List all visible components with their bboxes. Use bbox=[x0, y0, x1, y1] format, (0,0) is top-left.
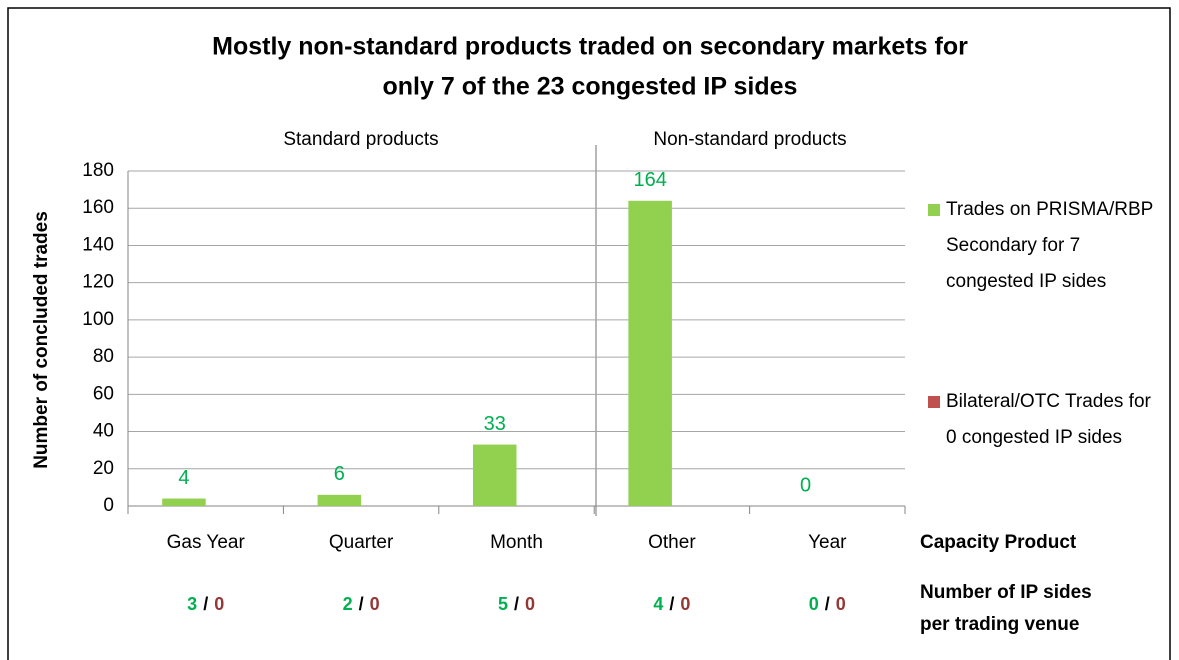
ip-sides-label: per trading venue bbox=[920, 614, 1079, 635]
ip-sides-separator: / bbox=[359, 594, 364, 614]
legend-label: Trades on PRISMA/RBP Secondary for 7 con… bbox=[946, 199, 1153, 292]
ip-sides-separator: / bbox=[669, 594, 674, 614]
ip-sides-count: 0 bbox=[680, 594, 690, 614]
ip-sides-count: 0 bbox=[370, 594, 380, 614]
x-tick-label: Year bbox=[808, 532, 847, 553]
x-tick-label: Gas Year bbox=[167, 532, 246, 553]
value-label: 164 bbox=[633, 169, 666, 191]
frame bbox=[7, 7, 1171, 660]
y-tick-label: 120 bbox=[82, 272, 114, 293]
legend-swatch bbox=[928, 396, 940, 408]
y-tick-label: 160 bbox=[82, 197, 114, 218]
x-tick-label: Quarter bbox=[329, 532, 394, 553]
x-tick-label: Month bbox=[490, 532, 543, 553]
bar bbox=[317, 494, 362, 506]
value-label: 4 bbox=[178, 467, 189, 489]
x-tick-label: Other bbox=[648, 532, 696, 553]
y-tick-label: 180 bbox=[82, 160, 114, 181]
ip-sides-separator: / bbox=[203, 594, 208, 614]
ip-sides: 4 / 0 bbox=[653, 594, 690, 614]
y-tick-label: 60 bbox=[93, 383, 114, 404]
ip-sides-count: 0 bbox=[214, 594, 224, 614]
value-label: 6 bbox=[334, 463, 345, 485]
bar bbox=[628, 200, 672, 506]
ip-sides: 3 / 0 bbox=[187, 594, 224, 614]
chart-title: Mostly non-standard products traded on s… bbox=[212, 33, 968, 61]
ip-sides-label: Number of IP sides bbox=[920, 582, 1092, 603]
value-label: 33 bbox=[484, 413, 506, 435]
ip-sides-separator: / bbox=[825, 594, 830, 614]
group-label: Standard products bbox=[283, 129, 438, 150]
y-tick-label: 40 bbox=[93, 421, 114, 442]
y-axis-label: Number of concluded trades bbox=[31, 211, 52, 469]
ip-sides-count: 0 bbox=[809, 594, 819, 614]
ip-sides-count: 0 bbox=[525, 594, 535, 614]
ip-sides: 2 / 0 bbox=[343, 594, 380, 614]
legend-label: Bilateral/OTC Trades for 0 congested IP … bbox=[946, 391, 1151, 448]
ip-sides: 5 / 0 bbox=[498, 594, 535, 614]
y-tick-label: 140 bbox=[82, 234, 114, 255]
y-tick-label: 0 bbox=[103, 495, 114, 516]
y-tick-label: 100 bbox=[82, 309, 114, 330]
ip-sides-count: 4 bbox=[653, 594, 663, 614]
bar bbox=[472, 444, 517, 506]
bar bbox=[162, 498, 206, 506]
ip-sides-separator: / bbox=[514, 594, 519, 614]
chart-title: only 7 of the 23 congested IP sides bbox=[383, 73, 798, 101]
group-label: Non-standard products bbox=[653, 129, 846, 150]
value-label: 0 bbox=[800, 474, 811, 496]
x-axis-label: Capacity Product bbox=[920, 532, 1077, 553]
ip-sides: 0 / 0 bbox=[809, 594, 846, 614]
ip-sides-count: 2 bbox=[343, 594, 353, 614]
y-tick-label: 80 bbox=[93, 346, 114, 367]
ip-sides-count: 5 bbox=[498, 594, 508, 614]
y-tick-label: 20 bbox=[93, 458, 114, 479]
legend-swatch bbox=[928, 204, 940, 216]
ip-sides-count: 0 bbox=[836, 594, 846, 614]
ip-sides-count: 3 bbox=[187, 594, 197, 614]
